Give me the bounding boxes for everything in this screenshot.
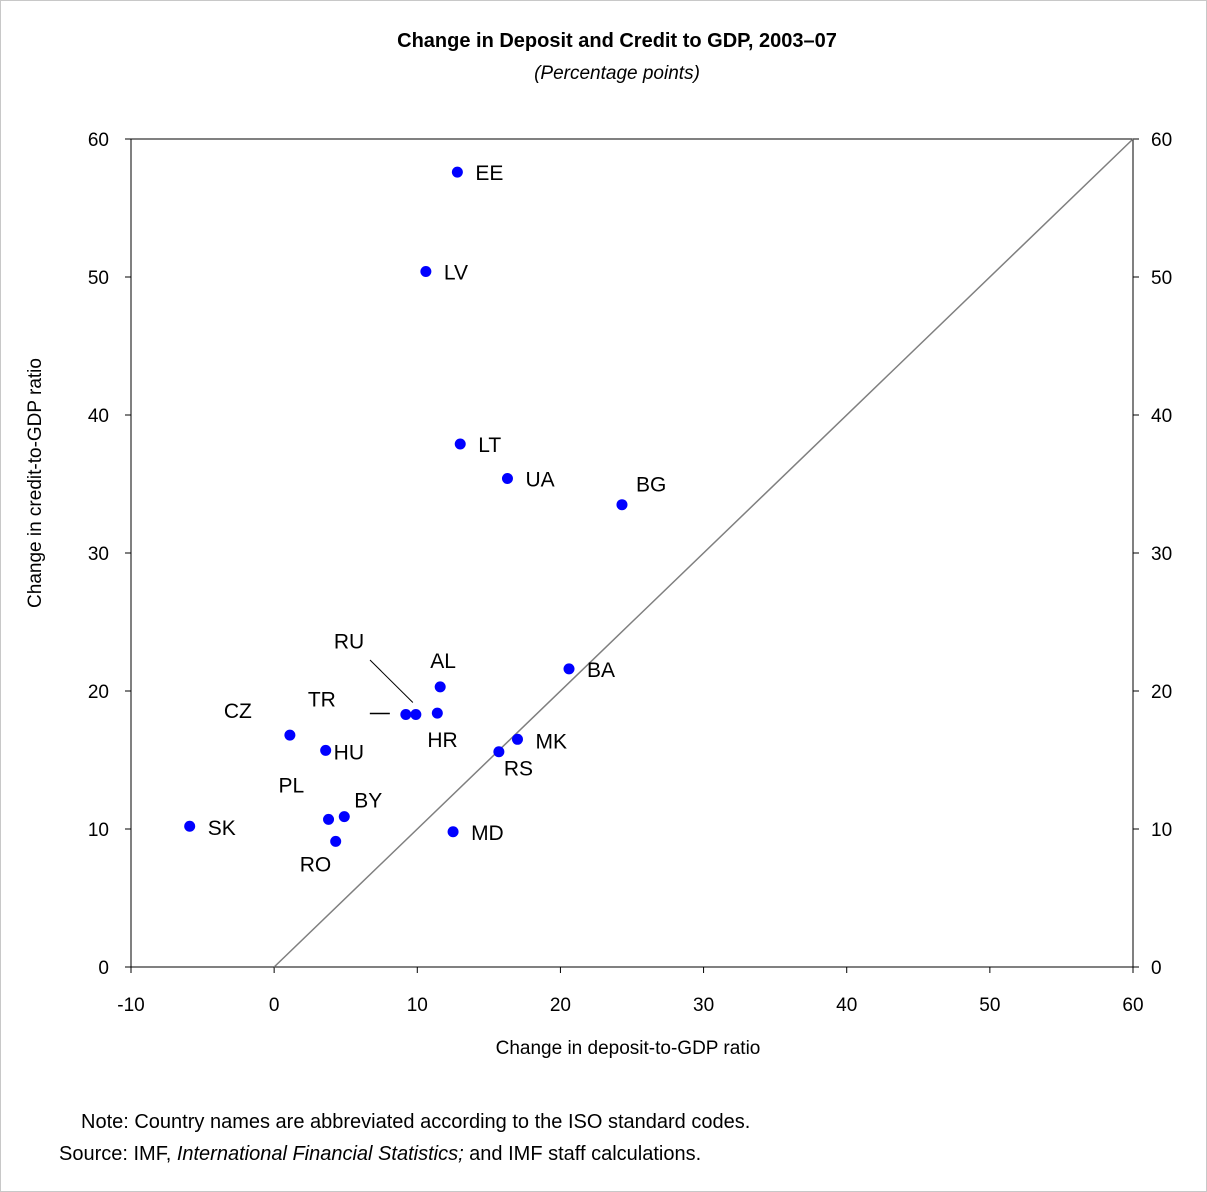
leader-line-ru bbox=[369, 659, 414, 703]
data-point-hr bbox=[431, 707, 443, 719]
source-prefix: Source: IMF, bbox=[59, 1143, 177, 1165]
data-point-tr bbox=[400, 708, 412, 720]
x-tick-label: 0 bbox=[269, 995, 280, 1016]
reference-line-45deg bbox=[273, 138, 1134, 968]
x-tick-label: 10 bbox=[407, 995, 428, 1016]
footnote-source: Source: IMF, International Financial Sta… bbox=[59, 1143, 701, 1165]
point-label-ee: EE bbox=[475, 162, 503, 185]
point-label-lt: LT bbox=[478, 434, 501, 457]
chart-subtitle: (Percentage points) bbox=[534, 63, 700, 84]
y-tick-label: 40 bbox=[88, 406, 109, 427]
x-tick-label: 40 bbox=[836, 995, 857, 1016]
point-label-ru: RU bbox=[334, 630, 364, 653]
data-point-ee bbox=[451, 166, 463, 178]
source-publication: International Financial Statistics; bbox=[177, 1143, 464, 1165]
data-point-ru bbox=[410, 708, 422, 720]
point-label-sk: SK bbox=[208, 817, 236, 840]
point-label-ba: BA bbox=[587, 659, 615, 682]
point-label-rs: RS bbox=[504, 758, 533, 781]
y2-tick-label: 10 bbox=[1151, 820, 1172, 841]
chart-title: Change in Deposit and Credit to GDP, 200… bbox=[397, 30, 837, 52]
point-label-al: AL bbox=[430, 650, 456, 673]
data-point-pl bbox=[323, 813, 335, 825]
y-tick-label: 20 bbox=[88, 682, 109, 703]
point-label-tr: TR bbox=[308, 688, 336, 711]
y-tick-label: 10 bbox=[88, 820, 109, 841]
data-point-lv bbox=[420, 265, 432, 277]
data-point-rs bbox=[493, 746, 505, 758]
data-point-ua bbox=[501, 472, 513, 484]
source-suffix: and IMF staff calculations. bbox=[464, 1143, 702, 1165]
point-label-bg: BG bbox=[636, 474, 666, 497]
data-point-mk bbox=[511, 733, 523, 745]
data-point-by bbox=[338, 811, 350, 823]
point-label-md: MD bbox=[471, 822, 504, 845]
point-label-by: BY bbox=[354, 790, 382, 813]
point-label-hu: HU bbox=[334, 741, 364, 764]
point-label-ua: UA bbox=[525, 468, 554, 491]
data-point-sk bbox=[184, 820, 196, 832]
y-tick-label: 50 bbox=[88, 268, 109, 289]
y2-tick-label: 40 bbox=[1151, 406, 1172, 427]
y2-tick-label: 60 bbox=[1151, 130, 1172, 151]
x-tick-label: 60 bbox=[1122, 995, 1143, 1016]
data-point-al bbox=[434, 681, 446, 693]
y-tick-label: 30 bbox=[88, 544, 109, 565]
point-label-cz: CZ bbox=[224, 700, 252, 723]
data-point-cz bbox=[284, 729, 296, 741]
data-point-lt bbox=[454, 438, 466, 450]
point-label-mk: MK bbox=[535, 730, 567, 753]
x-tick-label: 20 bbox=[550, 995, 571, 1016]
data-point-ba bbox=[563, 663, 575, 675]
x-tick-label: 30 bbox=[693, 995, 714, 1016]
axes: -10 0 10 20 30 40 50 60 0 10 20 30 40 50 60 0 10 20 30 40 50… bbox=[88, 130, 1172, 1016]
data-point-hu bbox=[320, 744, 332, 756]
y-tick-label: 0 bbox=[98, 958, 109, 979]
footnote-note: Note: Country names are abbreviated acco… bbox=[81, 1111, 750, 1133]
plot-area bbox=[130, 138, 1134, 968]
y-tick-label: 60 bbox=[88, 130, 109, 151]
y2-tick-label: 0 bbox=[1151, 958, 1162, 979]
reference-line-layer bbox=[273, 138, 1134, 968]
y2-tick-label: 30 bbox=[1151, 544, 1172, 565]
point-label-hr: HR bbox=[427, 729, 457, 752]
point-label-pl: PL bbox=[279, 774, 305, 797]
x-axis-title: Change in deposit-to-GDP ratio bbox=[496, 1038, 761, 1059]
point-label-lv: LV bbox=[444, 261, 468, 284]
data-point-bg bbox=[616, 499, 628, 511]
y2-tick-label: 20 bbox=[1151, 682, 1172, 703]
x-tick-label: 50 bbox=[979, 995, 1000, 1016]
point-label-ro: RO bbox=[300, 853, 332, 876]
x-tick-label: -10 bbox=[117, 995, 144, 1016]
data-point-ro bbox=[330, 835, 342, 847]
data-point-md bbox=[447, 826, 459, 838]
y2-tick-label: 50 bbox=[1151, 268, 1172, 289]
data-points bbox=[184, 166, 628, 847]
y-axis-title: Change in credit-to-GDP ratio bbox=[25, 358, 46, 608]
